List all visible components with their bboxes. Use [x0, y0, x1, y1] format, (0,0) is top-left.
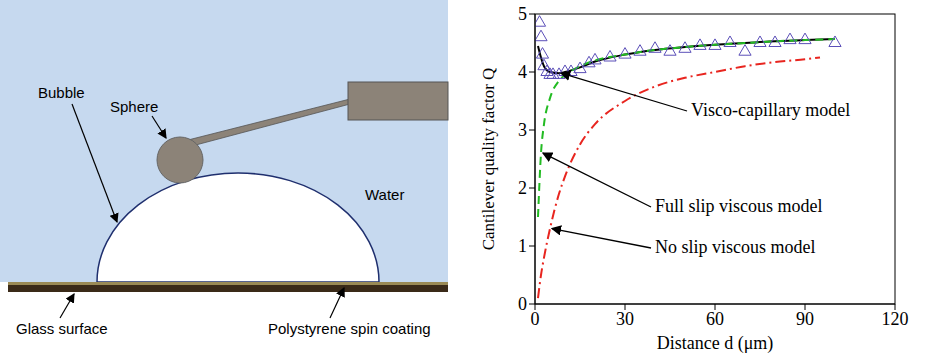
svg-text:90: 90 [796, 309, 814, 329]
svg-text:4: 4 [518, 62, 527, 82]
svg-text:Full slip viscous model: Full slip viscous model [655, 196, 823, 216]
svg-text:60: 60 [706, 309, 724, 329]
svg-text:Water: Water [365, 186, 404, 203]
svg-text:Distance d (μm): Distance d (μm) [657, 333, 774, 354]
svg-text:Cantilever quality factor Q: Cantilever quality factor Q [479, 68, 498, 251]
svg-text:Bubble: Bubble [38, 84, 85, 101]
svg-text:Glass surface: Glass surface [16, 320, 108, 337]
svg-text:0: 0 [531, 309, 540, 329]
svg-text:Visco-capillary model: Visco-capillary model [691, 100, 850, 120]
svg-text:2: 2 [518, 178, 527, 198]
svg-text:No slip viscous model: No slip viscous model [655, 237, 816, 257]
svg-text:Polystyrene spin coating: Polystyrene spin coating [268, 320, 431, 337]
svg-text:Sphere: Sphere [110, 98, 158, 115]
svg-text:3: 3 [518, 120, 527, 140]
svg-text:0: 0 [518, 294, 527, 314]
svg-text:30: 30 [616, 309, 634, 329]
svg-text:1: 1 [518, 236, 527, 256]
svg-text:120: 120 [882, 309, 909, 329]
svg-text:5: 5 [518, 4, 527, 24]
